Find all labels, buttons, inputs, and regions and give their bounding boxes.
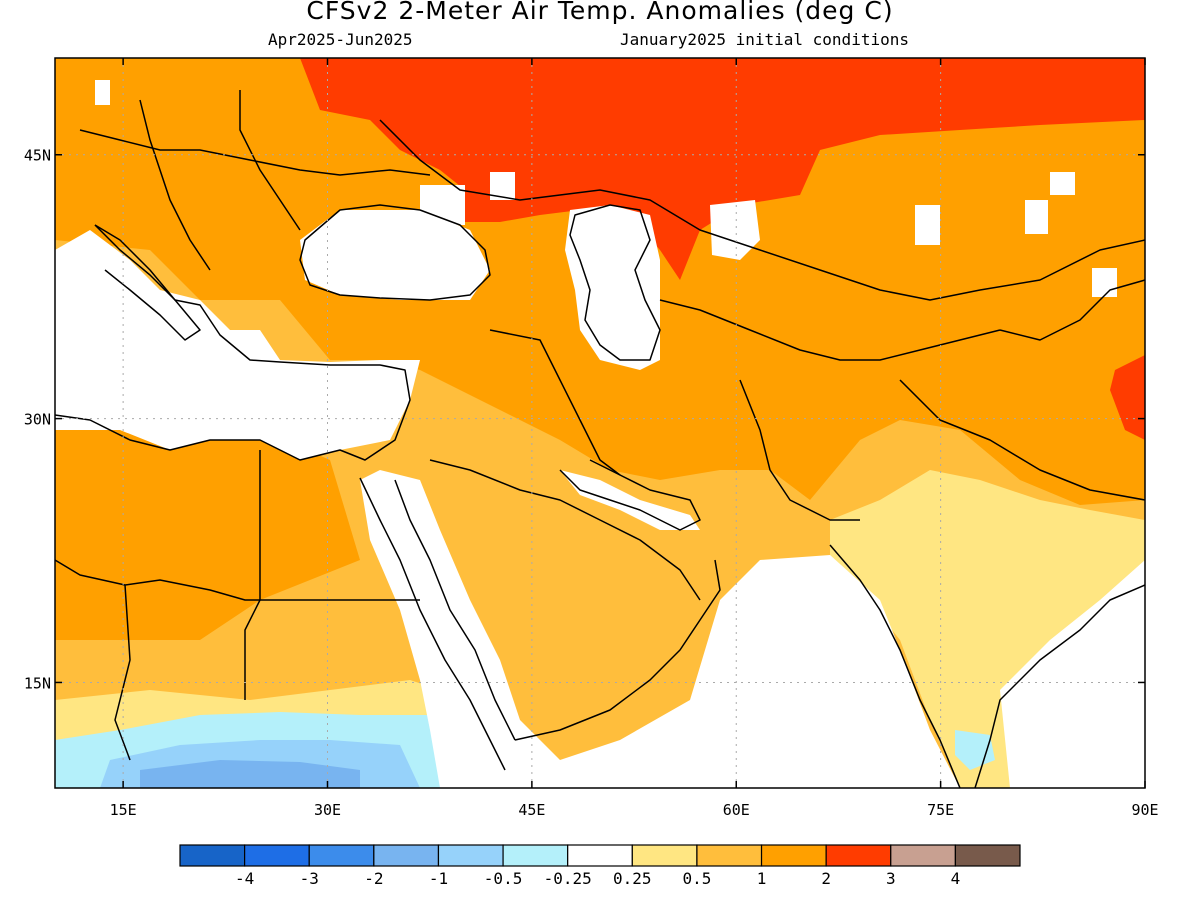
italy-coast bbox=[94, 224, 201, 341]
arabia-south-coast bbox=[514, 559, 721, 741]
himalaya-border bbox=[899, 379, 1145, 501]
graticule bbox=[55, 58, 1145, 788]
colorbar-swatch bbox=[825, 844, 892, 867]
india-coast bbox=[829, 544, 961, 788]
lat-tick-label: 30N bbox=[24, 411, 51, 429]
lon-tick-label: 60E bbox=[723, 801, 750, 819]
persian-gulf bbox=[560, 470, 700, 530]
colorbar-label: 3 bbox=[886, 869, 896, 888]
lake-gap-b bbox=[1050, 172, 1075, 195]
russia-border bbox=[379, 119, 1145, 301]
colorbar-swatch bbox=[760, 844, 827, 867]
colorbar-label: 0.25 bbox=[613, 869, 652, 888]
anomaly-region-red-north bbox=[300, 58, 1145, 280]
colorbar-swatch bbox=[308, 844, 375, 867]
anomaly-region-red-east bbox=[1110, 355, 1145, 440]
colorbar-label: 1 bbox=[757, 869, 767, 888]
axis-tick-labels: 15E 30E 45E 60E 75E 90E 45N 30N 15N bbox=[24, 147, 1159, 819]
colorbar-swatch bbox=[244, 844, 310, 867]
anomaly-region-orange-africa bbox=[55, 420, 360, 640]
map-frame bbox=[54, 57, 1146, 789]
lake-balkhash bbox=[915, 205, 940, 245]
black-sea bbox=[300, 210, 490, 300]
persian-gulf-coast bbox=[559, 459, 701, 531]
colorbar-label: 2 bbox=[821, 869, 831, 888]
afghan-pak-border bbox=[739, 379, 860, 521]
colorbar-label: -0.25 bbox=[544, 869, 592, 888]
africa-border-1 bbox=[244, 450, 261, 700]
axis-ticks bbox=[55, 58, 1146, 788]
colorbar-label: -4 bbox=[235, 869, 254, 888]
anomaly-shading bbox=[55, 58, 1145, 788]
colorbar-swatch bbox=[179, 844, 246, 867]
lake-gap-a bbox=[490, 172, 515, 200]
bay-of-bengal bbox=[1000, 560, 1145, 788]
aral-sea bbox=[710, 200, 760, 260]
lon-tick-label: 90E bbox=[1131, 801, 1158, 819]
anomaly-region-light-blue-india bbox=[955, 730, 995, 770]
colorbar-label: -0.5 bbox=[484, 869, 523, 888]
colorbar: -4 -3 -2 -1 -0.5 -0.25 0.25 0.5 1 2 3 4 bbox=[179, 844, 1021, 888]
colorbar-label: 0.5 bbox=[682, 869, 711, 888]
colorbar-swatch bbox=[954, 844, 1021, 867]
lake-gap-d bbox=[1025, 200, 1048, 234]
red-sea-arabian-sea bbox=[360, 470, 960, 788]
colorbar-label: 4 bbox=[951, 869, 961, 888]
initial-conditions: January2025 initial conditions bbox=[620, 30, 909, 49]
anomaly-region-blue bbox=[140, 760, 360, 788]
colorbar-swatch bbox=[373, 844, 440, 867]
lon-tick-label: 30E bbox=[314, 801, 341, 819]
europe-border-2 bbox=[139, 99, 211, 271]
red-sea-coast-east bbox=[394, 479, 516, 741]
lake-gap-c bbox=[1092, 268, 1117, 297]
colorbar-label: -3 bbox=[300, 869, 319, 888]
central-asia-border bbox=[659, 299, 1001, 361]
lat-tick-label: 15N bbox=[24, 674, 51, 692]
colorbar-swatch bbox=[890, 844, 956, 867]
lon-tick-label: 45E bbox=[518, 801, 545, 819]
colorbar-swatch bbox=[437, 844, 504, 867]
caspian-sea bbox=[565, 205, 660, 370]
colorbar-swatch bbox=[567, 844, 633, 867]
africa-border-2 bbox=[55, 559, 420, 601]
africa-border-3 bbox=[114, 584, 131, 761]
lat-tick-label: 45N bbox=[24, 147, 51, 165]
mediterranean-sea bbox=[55, 230, 420, 460]
lon-tick-label: 15E bbox=[110, 801, 137, 819]
europe-border-3 bbox=[239, 90, 301, 231]
red-sea-coast-west bbox=[359, 477, 506, 771]
mediterranean-coast bbox=[55, 224, 411, 461]
map-title: CFSv2 2-Meter Air Temp. Anomalies (deg C… bbox=[306, 0, 894, 25]
china-border bbox=[999, 279, 1145, 341]
india-east-coast bbox=[974, 584, 1145, 788]
caspian-coast bbox=[569, 204, 661, 361]
coastlines-and-borders bbox=[55, 90, 1145, 788]
forecast-period: Apr2025-Jun2025 bbox=[268, 30, 413, 49]
colorbar-swatch bbox=[696, 844, 763, 867]
colorbar-swatch bbox=[502, 844, 569, 867]
black-sea-coast bbox=[299, 204, 491, 301]
lon-tick-label: 75E bbox=[927, 801, 954, 819]
europe-border-1 bbox=[79, 129, 431, 176]
colorbar-swatch bbox=[631, 844, 698, 867]
colorbar-label: -2 bbox=[364, 869, 383, 888]
colorbar-label: -1 bbox=[429, 869, 448, 888]
alpine-gap bbox=[95, 80, 110, 105]
arabia-border bbox=[429, 459, 701, 601]
